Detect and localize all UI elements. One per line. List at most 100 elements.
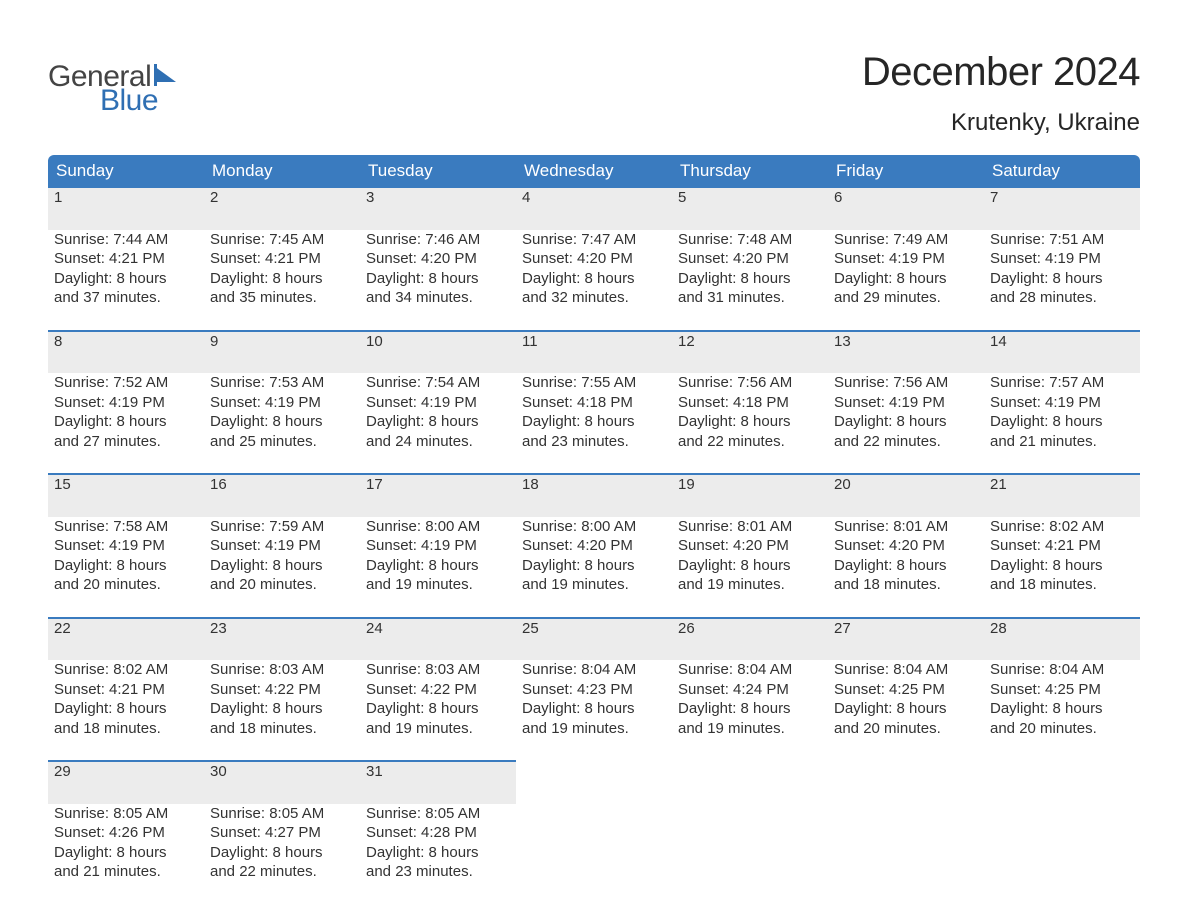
daylight-text-line2: and 22 minutes. [834,432,978,452]
daylight-text-line1: Daylight: 8 hours [678,556,822,576]
day-header: Sunday [48,155,204,188]
day-number-cell: 13 [828,331,984,374]
week-daynum-row: 1234567 [48,188,1140,230]
sunrise-text: Sunrise: 7:48 AM [678,230,822,250]
daylight-text-line2: and 24 minutes. [366,432,510,452]
day-cell: Sunrise: 7:45 AMSunset: 4:21 PMDaylight:… [204,230,360,331]
daylight-text-line1: Daylight: 8 hours [210,556,354,576]
brand-word-blue: Blue [100,84,158,118]
daylight-text-line1: Daylight: 8 hours [834,269,978,289]
day-header: Wednesday [516,155,672,188]
day-cell: Sunrise: 7:58 AMSunset: 4:19 PMDaylight:… [48,517,204,618]
day-cell: Sunrise: 7:54 AMSunset: 4:19 PMDaylight:… [360,373,516,474]
sunset-text: Sunset: 4:19 PM [210,536,354,556]
daylight-text-line2: and 21 minutes. [990,432,1134,452]
sunrise-text: Sunrise: 7:47 AM [522,230,666,250]
sunrise-text: Sunrise: 8:00 AM [366,517,510,537]
sunrise-text: Sunrise: 7:58 AM [54,517,198,537]
sunrise-text: Sunrise: 7:59 AM [210,517,354,537]
daylight-text-line2: and 19 minutes. [678,719,822,739]
day-number-cell: 12 [672,331,828,374]
daylight-text-line1: Daylight: 8 hours [366,699,510,719]
sunset-text: Sunset: 4:21 PM [990,536,1134,556]
sunset-text: Sunset: 4:26 PM [54,823,198,843]
day-cell: Sunrise: 8:02 AMSunset: 4:21 PMDaylight:… [48,660,204,761]
sunrise-text: Sunrise: 8:04 AM [522,660,666,680]
day-number-cell: 22 [48,618,204,661]
day-number-cell: 26 [672,618,828,661]
day-number-cell: 24 [360,618,516,661]
sunset-text: Sunset: 4:22 PM [210,680,354,700]
day-cell: Sunrise: 7:56 AMSunset: 4:19 PMDaylight:… [828,373,984,474]
sunset-text: Sunset: 4:20 PM [834,536,978,556]
daylight-text-line2: and 28 minutes. [990,288,1134,308]
daylight-text-line1: Daylight: 8 hours [522,412,666,432]
page-header: General Blue December 2024 Krutenky, Ukr… [48,50,1140,137]
calendar-table: Sunday Monday Tuesday Wednesday Thursday… [48,155,1140,904]
sunset-text: Sunset: 4:19 PM [834,249,978,269]
day-cell: Sunrise: 8:01 AMSunset: 4:20 PMDaylight:… [828,517,984,618]
sunset-text: Sunset: 4:20 PM [522,249,666,269]
sunset-text: Sunset: 4:21 PM [54,249,198,269]
day-number-cell: 17 [360,474,516,517]
sunset-text: Sunset: 4:19 PM [54,393,198,413]
daylight-text-line2: and 19 minutes. [366,575,510,595]
day-number-cell: 31 [360,761,516,804]
daylight-text-line2: and 23 minutes. [522,432,666,452]
week-content-row: Sunrise: 7:52 AMSunset: 4:19 PMDaylight:… [48,373,1140,474]
day-cell: Sunrise: 8:00 AMSunset: 4:20 PMDaylight:… [516,517,672,618]
day-number-cell: 3 [360,188,516,230]
daylight-text-line2: and 37 minutes. [54,288,198,308]
daylight-text-line2: and 31 minutes. [678,288,822,308]
daylight-text-line1: Daylight: 8 hours [54,699,198,719]
daylight-text-line2: and 20 minutes. [990,719,1134,739]
day-cell: Sunrise: 8:03 AMSunset: 4:22 PMDaylight:… [204,660,360,761]
day-cell: Sunrise: 8:04 AMSunset: 4:23 PMDaylight:… [516,660,672,761]
daylight-text-line2: and 20 minutes. [834,719,978,739]
day-cell: Sunrise: 8:05 AMSunset: 4:26 PMDaylight:… [48,804,204,904]
sunset-text: Sunset: 4:21 PM [210,249,354,269]
day-number-cell: 11 [516,331,672,374]
daylight-text-line2: and 35 minutes. [210,288,354,308]
day-number-cell [828,761,984,804]
daylight-text-line1: Daylight: 8 hours [210,412,354,432]
sunset-text: Sunset: 4:18 PM [522,393,666,413]
sunrise-text: Sunrise: 8:04 AM [678,660,822,680]
sunset-text: Sunset: 4:20 PM [678,536,822,556]
sunrise-text: Sunrise: 8:04 AM [834,660,978,680]
daylight-text-line1: Daylight: 8 hours [522,556,666,576]
sunset-text: Sunset: 4:19 PM [834,393,978,413]
sunrise-text: Sunrise: 7:51 AM [990,230,1134,250]
daylight-text-line2: and 27 minutes. [54,432,198,452]
daylight-text-line1: Daylight: 8 hours [990,699,1134,719]
brand-logo: General Blue [48,60,182,118]
day-cell: Sunrise: 7:53 AMSunset: 4:19 PMDaylight:… [204,373,360,474]
sunrise-text: Sunrise: 8:04 AM [990,660,1134,680]
sunset-text: Sunset: 4:19 PM [210,393,354,413]
week-daynum-row: 891011121314 [48,331,1140,374]
day-number-cell [984,761,1140,804]
day-number-cell: 16 [204,474,360,517]
daylight-text-line2: and 22 minutes. [678,432,822,452]
day-header-row: Sunday Monday Tuesday Wednesday Thursday… [48,155,1140,188]
day-cell: Sunrise: 8:01 AMSunset: 4:20 PMDaylight:… [672,517,828,618]
daylight-text-line1: Daylight: 8 hours [366,843,510,863]
day-cell: Sunrise: 7:51 AMSunset: 4:19 PMDaylight:… [984,230,1140,331]
day-number-cell: 4 [516,188,672,230]
day-number-cell: 28 [984,618,1140,661]
daylight-text-line2: and 29 minutes. [834,288,978,308]
day-cell: Sunrise: 8:00 AMSunset: 4:19 PMDaylight:… [360,517,516,618]
daylight-text-line1: Daylight: 8 hours [366,556,510,576]
daylight-text-line1: Daylight: 8 hours [678,412,822,432]
sunrise-text: Sunrise: 8:05 AM [366,804,510,824]
day-number-cell: 15 [48,474,204,517]
sunset-text: Sunset: 4:20 PM [522,536,666,556]
daylight-text-line2: and 18 minutes. [834,575,978,595]
day-number-cell: 2 [204,188,360,230]
daylight-text-line1: Daylight: 8 hours [522,699,666,719]
sunset-text: Sunset: 4:27 PM [210,823,354,843]
day-number-cell: 10 [360,331,516,374]
day-cell [828,804,984,904]
sunrise-text: Sunrise: 8:03 AM [210,660,354,680]
day-number-cell: 30 [204,761,360,804]
